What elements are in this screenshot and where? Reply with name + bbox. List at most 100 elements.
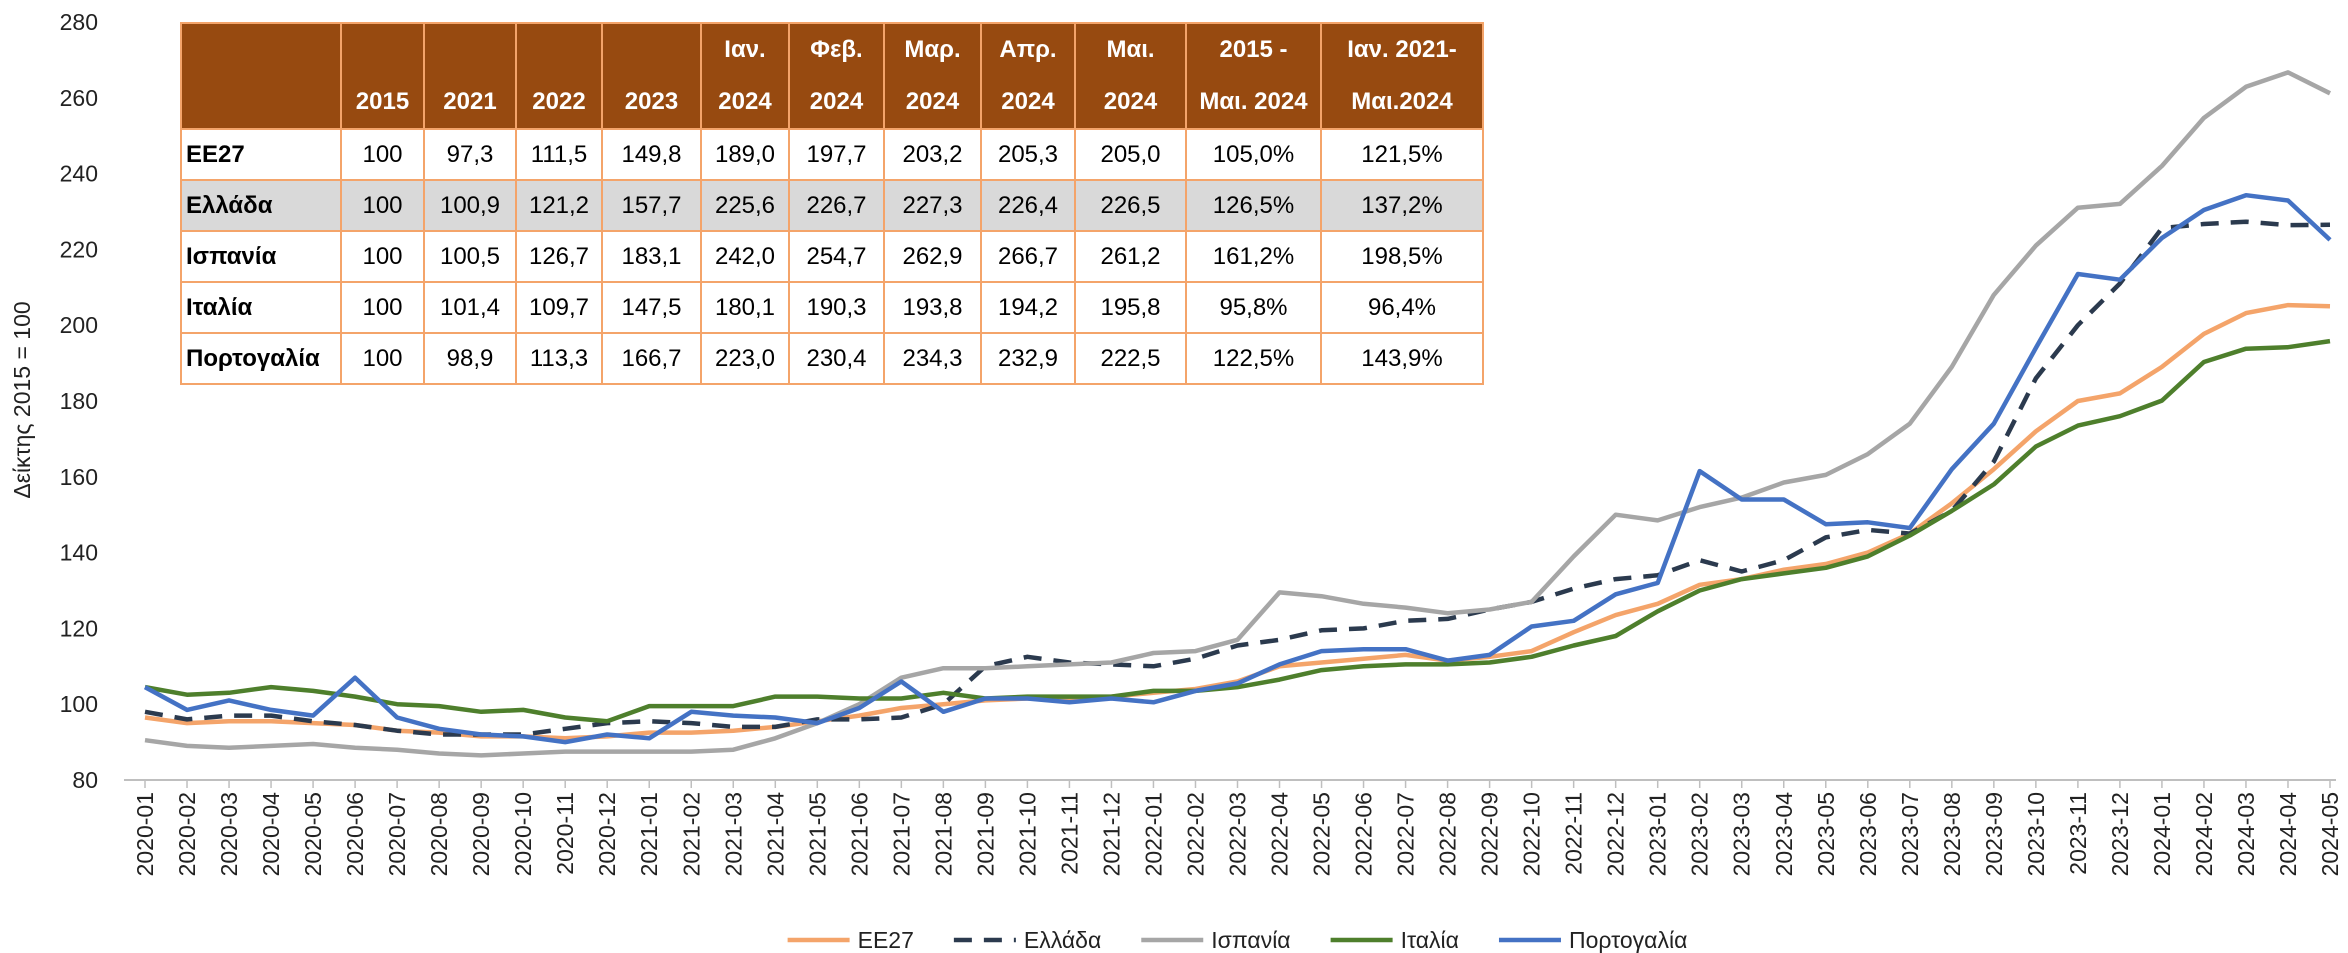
table-cell: 205,0 — [1074, 128, 1187, 181]
header-cell: 2022 — [515, 22, 603, 130]
x-tick-label: 2021-11 — [1056, 792, 1082, 875]
table-cell: 205,3 — [980, 128, 1076, 181]
y-tick-label: 160 — [60, 464, 98, 490]
legend-label: Ελλάδα — [1024, 927, 1101, 953]
table-row: Ελλάδα 100 100,9 121,2 157,7 225,6 226,7 227,3 2… — [180, 179, 1484, 232]
table-cell: 230,4 — [788, 332, 885, 385]
x-tick-label: 2022-12 — [1603, 792, 1629, 876]
y-tick-label: 280 — [60, 9, 98, 35]
table-cell: 121,2 — [515, 179, 603, 232]
x-tick-label: 2021-05 — [804, 792, 830, 876]
table-cell: 100,5 — [423, 230, 517, 283]
x-tick-label: 2023-12 — [2107, 792, 2133, 876]
header-cell: Ιαν. 2024 — [700, 22, 790, 130]
legend-label: Ισπανία — [1211, 927, 1290, 953]
x-tick-label: 2021-09 — [972, 792, 998, 876]
x-tick-label: 2022-08 — [1435, 792, 1461, 876]
table-cell: 101,4 — [423, 281, 517, 334]
header-line: 2021 — [443, 88, 497, 115]
x-tick-label: 2020-01 — [132, 792, 158, 876]
table-cell: 109,7 — [515, 281, 603, 334]
header-line: Φεβ. — [810, 36, 863, 63]
x-tick-label: 2020-09 — [468, 792, 494, 876]
table-cell: 262,9 — [883, 230, 982, 283]
header-cell: 2015 — [340, 22, 425, 130]
x-tick-label: 2023-09 — [1981, 792, 2007, 876]
x-tick-label: 2024-05 — [2317, 792, 2343, 876]
x-tick-label: 2021-07 — [888, 792, 914, 876]
header-line: 2024 — [809, 88, 864, 115]
header-line: Ιαν. 2021- — [1347, 36, 1457, 63]
x-tick-label: 2023-11 — [2065, 792, 2091, 875]
x-tick-label: 2021-02 — [678, 792, 704, 876]
table-cell: 195,8 — [1074, 281, 1187, 334]
x-tick-label: 2022-09 — [1477, 792, 1503, 876]
header-line: Απρ. — [999, 36, 1057, 63]
x-tick-label: 2023-01 — [1645, 792, 1671, 876]
row-label: ΕΕ27 — [180, 128, 342, 181]
x-tick-label: 2022-06 — [1351, 792, 1377, 876]
table-cell: 226,7 — [788, 179, 885, 232]
table-cell: 232,9 — [980, 332, 1076, 385]
table-cell: 234,3 — [883, 332, 982, 385]
header-line: 2015 - — [1219, 36, 1288, 63]
table-cell: 226,4 — [980, 179, 1076, 232]
table-cell: 100 — [340, 230, 425, 283]
header-cell: Φεβ. 2024 — [788, 22, 885, 130]
table-cell: 189,0 — [700, 128, 790, 181]
table-cell: 193,8 — [883, 281, 982, 334]
y-tick-label: 80 — [72, 767, 98, 793]
header-cell: 2023 — [601, 22, 702, 130]
table-row: ΕΕ27 100 97,3 111,5 149,8 189,0 197,7 203,2 205,… — [180, 128, 1484, 181]
table-cell: 149,8 — [601, 128, 702, 181]
table-cell: 261,2 — [1074, 230, 1187, 283]
x-tick-label: 2020-02 — [174, 792, 200, 876]
header-line: 2024 — [1001, 88, 1055, 115]
x-tick-label: 2020-11 — [552, 792, 578, 875]
legend-label: Ιταλία — [1401, 927, 1459, 953]
header-cell: 2021 — [423, 22, 517, 130]
table-cell: 198,5% — [1320, 230, 1484, 283]
x-tick-label: 2020-06 — [342, 792, 368, 876]
y-tick-label: 220 — [60, 236, 98, 262]
table-cell: 166,7 — [601, 332, 702, 385]
table-cell: 97,3 — [423, 128, 517, 181]
table-cell: 100,9 — [423, 179, 517, 232]
y-tick-label: 120 — [60, 615, 98, 641]
table-row: Πορτογαλία 100 98,9 113,3 166,7 223,0 230,4 234… — [180, 332, 1484, 385]
header-line: Μαι. 2024 — [1199, 88, 1308, 115]
header-cell — [180, 22, 342, 130]
row-label: Ελλάδα — [180, 179, 342, 232]
x-tick-label: 2023-07 — [1897, 792, 1923, 876]
row-label: Ιταλία — [180, 281, 342, 334]
header-line: 2024 — [1103, 88, 1158, 115]
x-tick-label: 2021-12 — [1098, 792, 1124, 876]
y-tick-label: 200 — [60, 312, 98, 338]
table-cell: 100 — [340, 332, 425, 385]
y-tick-label: 180 — [60, 388, 98, 414]
table-cell: 113,3 — [515, 332, 603, 385]
header-line: Μαι. — [1106, 36, 1155, 63]
legend: ΕΕ27 Ελλάδα Ισπανία Ιταλία Πορτογαλία — [787, 927, 1687, 953]
x-tick-label: 2023-04 — [1771, 792, 1797, 877]
header-cell: Ιαν. 2021- Μαι.2024 — [1320, 22, 1484, 130]
x-tick-label: 2021-08 — [930, 792, 956, 876]
table-cell: 100 — [340, 128, 425, 181]
header-line: 2023 — [624, 88, 679, 115]
x-tick-label: 2022-02 — [1182, 792, 1208, 876]
table-cell: 161,2% — [1185, 230, 1322, 283]
x-tick-label: 2021-06 — [846, 792, 872, 876]
table-cell: 143,9% — [1320, 332, 1484, 385]
summary-table: 2015 2021 2022 2023 Ιαν. 2024 Φεβ. 2024 Μαρ. 2024… — [180, 22, 1484, 385]
table-cell: 111,5 — [515, 128, 603, 181]
x-tick-label: 2022-01 — [1140, 792, 1166, 876]
header-cell: 2015 - Μαι. 2024 — [1185, 22, 1322, 130]
table-cell: 95,8% — [1185, 281, 1322, 334]
x-tick-label: 2020-12 — [594, 792, 620, 876]
table-cell: 222,5 — [1074, 332, 1187, 385]
x-tick-label: 2023-03 — [1729, 792, 1755, 876]
x-tick-label: 2024-01 — [2149, 792, 2175, 876]
x-tick-label: 2022-10 — [1519, 792, 1545, 876]
header-cell: Απρ. 2024 — [980, 22, 1076, 130]
